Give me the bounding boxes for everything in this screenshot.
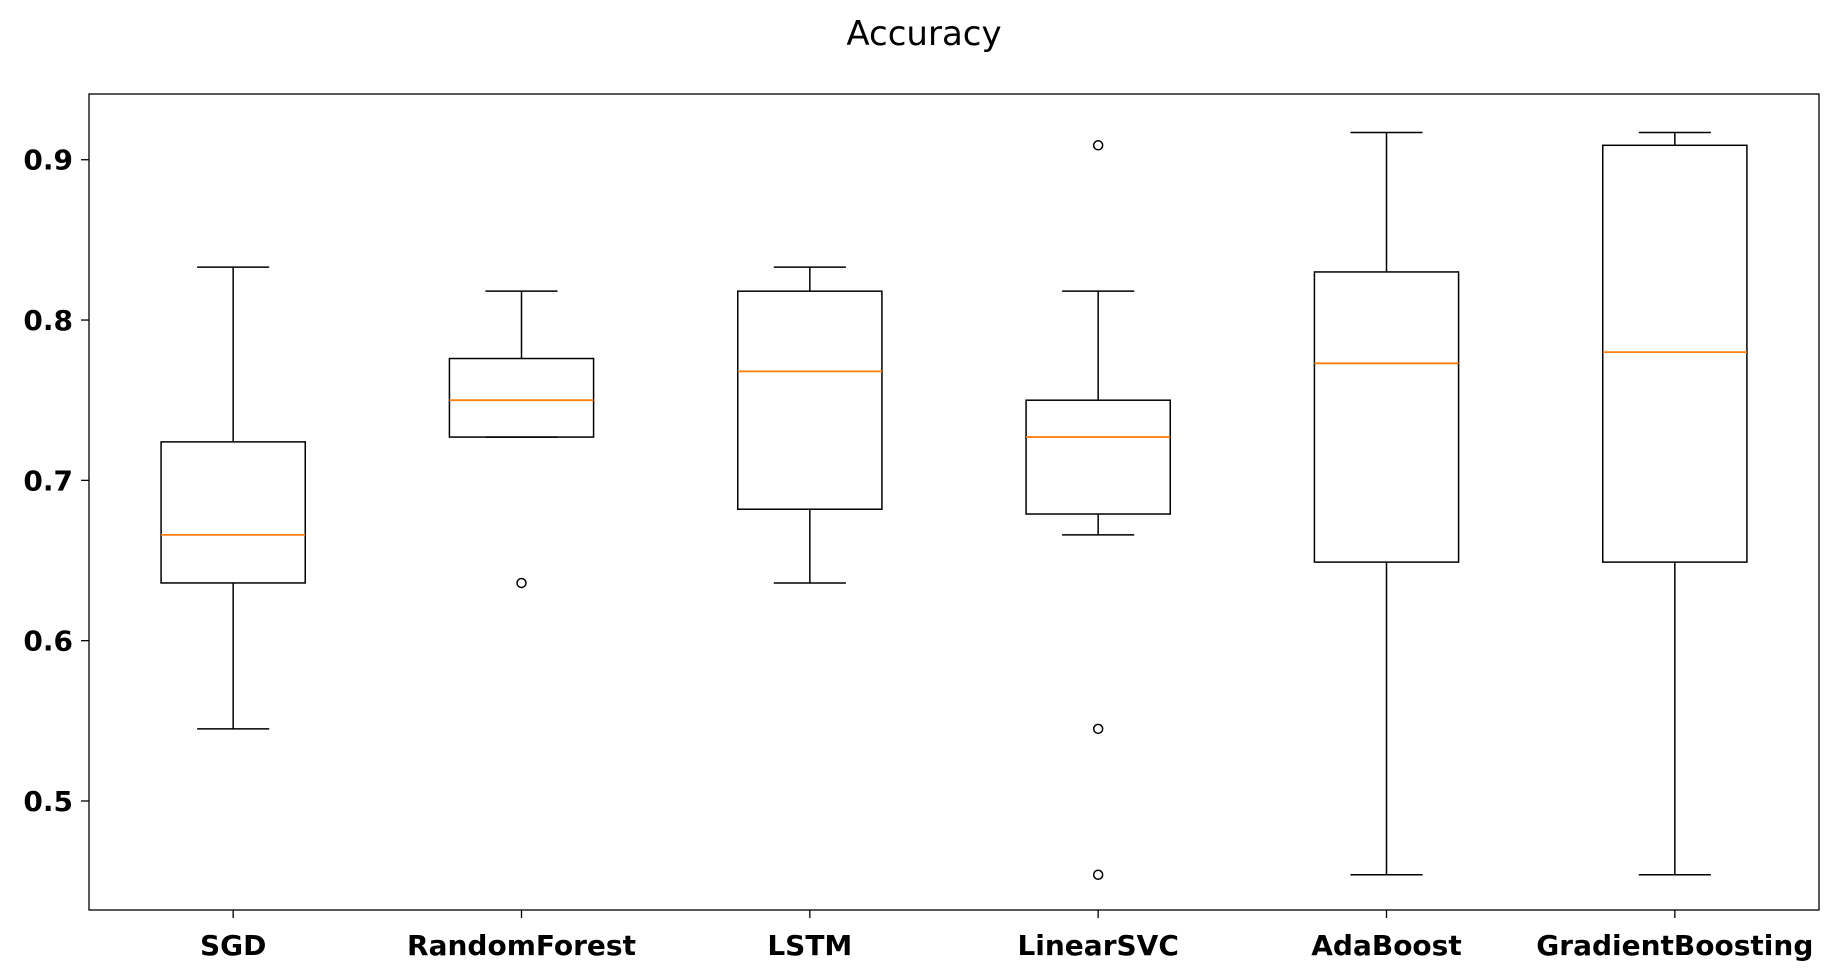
outlier-point	[516, 577, 527, 589]
x-tick-label: RandomForest	[407, 929, 636, 962]
box	[1025, 399, 1172, 515]
y-tick-label: 0.6	[23, 625, 73, 658]
outlier-point	[1092, 723, 1104, 735]
y-tick-label: 0.9	[23, 144, 73, 177]
y-tick-label: 0.7	[23, 464, 73, 497]
x-tick-label: SGD	[200, 929, 266, 962]
chart-title: Accuracy	[846, 14, 1001, 54]
box	[1313, 271, 1460, 563]
x-tick-label: LSTM	[767, 929, 852, 962]
outlier-point	[1092, 140, 1104, 151]
box	[160, 441, 306, 584]
box	[1602, 144, 1748, 563]
y-tick-label: 0.8	[23, 304, 73, 337]
box	[448, 357, 595, 438]
plot-area: 0.5 0.6 0.7 0.8 0.9 SGD RandomForest LSTM Linear…	[23, 93, 1820, 962]
y-tick-label: 0.5	[23, 785, 73, 818]
box	[737, 290, 883, 510]
x-tick-label: AdaBoost	[1311, 929, 1461, 962]
outlier-point	[1092, 869, 1104, 880]
axes-frame	[88, 93, 1820, 911]
x-tick-label: GradientBoosting	[1536, 929, 1813, 962]
x-tick-label: LinearSVC	[1017, 929, 1178, 962]
